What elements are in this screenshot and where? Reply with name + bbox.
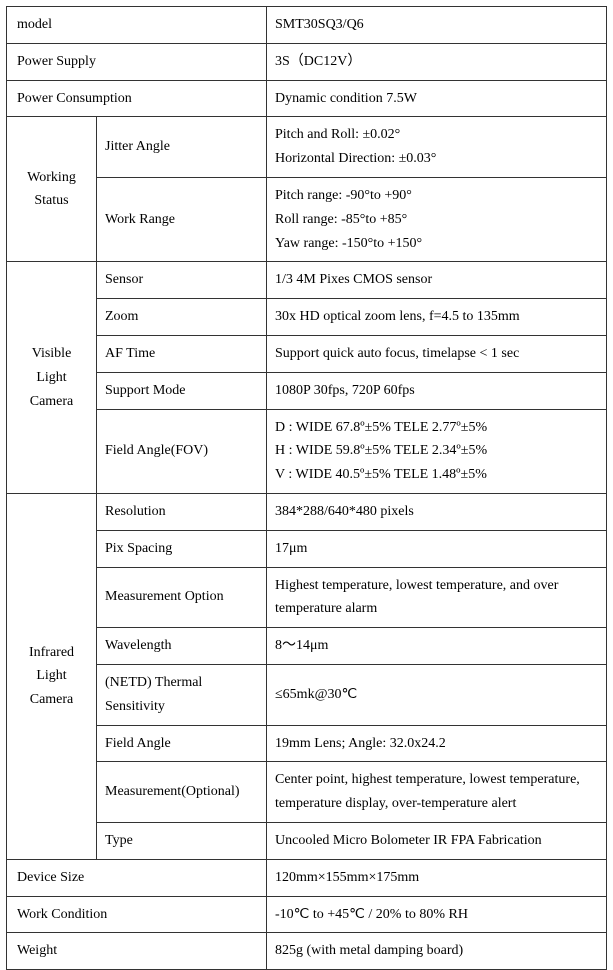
- jitter-angle-label: Jitter Angle: [97, 117, 267, 178]
- table-row: Power Supply 3S（DC12V）: [7, 43, 607, 80]
- weight-label: Weight: [7, 933, 267, 970]
- working-status-label: Working Status: [7, 117, 97, 262]
- workrange-line1: Pitch range: -90°to +90°: [275, 188, 412, 203]
- pix-spacing-label: Pix Spacing: [97, 530, 267, 567]
- table-row: Measurement Option Highest temperature, …: [7, 567, 607, 628]
- measurement-option-label: Measurement Option: [97, 567, 267, 628]
- jitter-line1: Pitch and Roll: ±0.02°: [275, 127, 400, 142]
- power-supply-value: 3S（DC12V）: [267, 43, 607, 80]
- power-consumption-label: Power Consumption: [7, 80, 267, 117]
- table-row: Power Consumption Dynamic condition 7.5W: [7, 80, 607, 117]
- fov-line2: H : WIDE 59.8º±5% TELE 2.34º±5%: [275, 443, 487, 458]
- infrared-light-camera-label: Infrared Light Camera: [7, 493, 97, 859]
- table-row: Support Mode 1080P 30fps, 720P 60fps: [7, 372, 607, 409]
- sensor-value: 1/3 4M Pixes CMOS sensor: [267, 262, 607, 299]
- work-condition-value: -10℃ to +45℃ / 20% to 80% RH: [267, 896, 607, 933]
- table-row: Work Condition -10℃ to +45℃ / 20% to 80%…: [7, 896, 607, 933]
- type-value: Uncooled Micro Bolometer IR FPA Fabricat…: [267, 822, 607, 859]
- wavelength-label: Wavelength: [97, 628, 267, 665]
- table-row: model SMT30SQ3/Q6: [7, 7, 607, 44]
- device-size-label: Device Size: [7, 859, 267, 896]
- zoom-value: 30x HD optical zoom lens, f=4.5 to 135mm: [267, 299, 607, 336]
- table-row: Weight 825g (with metal damping board): [7, 933, 607, 970]
- workrange-line2: Roll range: -85°to +85°: [275, 212, 407, 227]
- measurement-optional-label: Measurement(Optional): [97, 762, 267, 823]
- table-row: Zoom 30x HD optical zoom lens, f=4.5 to …: [7, 299, 607, 336]
- resolution-value: 384*288/640*480 pixels: [267, 493, 607, 530]
- table-row: Type Uncooled Micro Bolometer IR FPA Fab…: [7, 822, 607, 859]
- netd-value: ≤65mk@30℃: [267, 664, 607, 725]
- fov-line3: V : WIDE 40.5º±5% TELE 1.48º±5%: [275, 467, 487, 482]
- field-angle-label: Field Angle: [97, 725, 267, 762]
- power-consumption-value: Dynamic condition 7.5W: [267, 80, 607, 117]
- table-row: Field Angle(FOV) D : WIDE 67.8º±5% TELE …: [7, 409, 607, 493]
- table-row: Infrared Light Camera Resolution 384*288…: [7, 493, 607, 530]
- table-row: Device Size 120mm×155mm×175mm: [7, 859, 607, 896]
- measurement-optional-value: Center point, highest temperature, lowes…: [267, 762, 607, 823]
- workrange-line3: Yaw range: -150°to +150°: [275, 236, 422, 251]
- work-condition-label: Work Condition: [7, 896, 267, 933]
- netd-label: (NETD) Thermal Sensitivity: [97, 664, 267, 725]
- table-row: Visible Light Camera Sensor 1/3 4M Pixes…: [7, 262, 607, 299]
- sensor-label: Sensor: [97, 262, 267, 299]
- model-value: SMT30SQ3/Q6: [267, 7, 607, 44]
- device-size-value: 120mm×155mm×175mm: [267, 859, 607, 896]
- fov-label: Field Angle(FOV): [97, 409, 267, 493]
- field-angle-value: 19mm Lens; Angle: 32.0x24.2: [267, 725, 607, 762]
- jitter-line2: Horizontal Direction: ±0.03°: [275, 151, 436, 166]
- zoom-label: Zoom: [97, 299, 267, 336]
- support-mode-value: 1080P 30fps, 720P 60fps: [267, 372, 607, 409]
- pix-spacing-value: 17μm: [267, 530, 607, 567]
- table-row: Work Range Pitch range: -90°to +90° Roll…: [7, 177, 607, 261]
- table-row: (NETD) Thermal Sensitivity ≤65mk@30℃: [7, 664, 607, 725]
- resolution-label: Resolution: [97, 493, 267, 530]
- fov-value: D : WIDE 67.8º±5% TELE 2.77º±5% H : WIDE…: [267, 409, 607, 493]
- table-row: Wavelength 8～14μm: [7, 628, 607, 665]
- fov-line1: D : WIDE 67.8º±5% TELE 2.77º±5%: [275, 420, 487, 435]
- support-mode-label: Support Mode: [97, 372, 267, 409]
- weight-value: 825g (with metal damping board): [267, 933, 607, 970]
- af-time-value: Support quick auto focus, timelapse < 1 …: [267, 335, 607, 372]
- model-label: model: [7, 7, 267, 44]
- table-row: AF Time Support quick auto focus, timela…: [7, 335, 607, 372]
- work-range-value: Pitch range: -90°to +90° Roll range: -85…: [267, 177, 607, 261]
- jitter-angle-value: Pitch and Roll: ±0.02° Horizontal Direct…: [267, 117, 607, 178]
- table-row: Working Status Jitter Angle Pitch and Ro…: [7, 117, 607, 178]
- table-row: Field Angle 19mm Lens; Angle: 32.0x24.2: [7, 725, 607, 762]
- type-label: Type: [97, 822, 267, 859]
- spec-table: model SMT30SQ3/Q6 Power Supply 3S（DC12V）…: [6, 6, 607, 970]
- work-range-label: Work Range: [97, 177, 267, 261]
- power-supply-label: Power Supply: [7, 43, 267, 80]
- measurement-option-value: Highest temperature, lowest temperature,…: [267, 567, 607, 628]
- table-row: Measurement(Optional) Center point, high…: [7, 762, 607, 823]
- af-time-label: AF Time: [97, 335, 267, 372]
- visible-light-camera-label: Visible Light Camera: [7, 262, 97, 494]
- wavelength-value: 8～14μm: [267, 628, 607, 665]
- table-row: Pix Spacing 17μm: [7, 530, 607, 567]
